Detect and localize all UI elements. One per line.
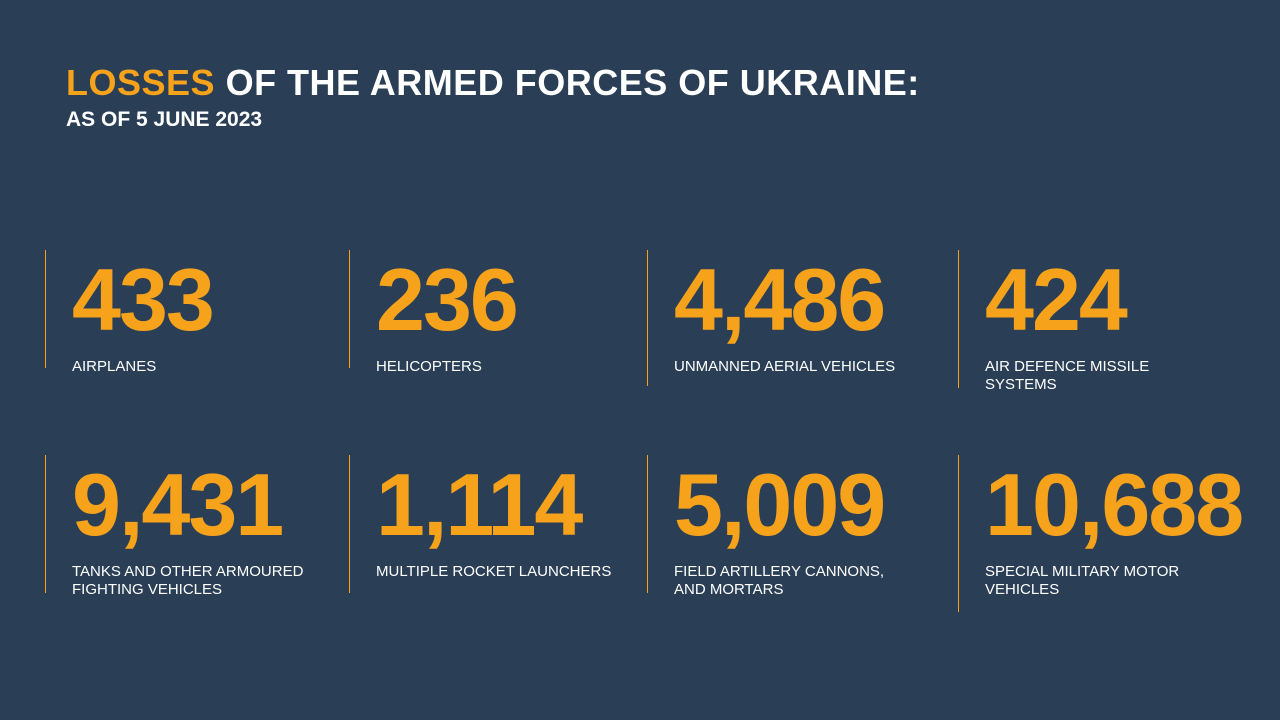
title-highlight: LOSSES: [66, 62, 216, 103]
stat-label: UNMANNED AERIAL VEHICLES: [674, 358, 895, 376]
stat-number: 4,486: [674, 250, 886, 349]
stat-label: TANKS AND OTHER ARMOURED FIGHTING VEHICLE…: [72, 563, 303, 599]
stat-label: MULTIPLE ROCKET LAUNCHERS: [376, 563, 611, 581]
stat-label-line: UNMANNED AERIAL VEHICLES: [674, 358, 896, 375]
stat-cell: 236 HELICOPTERS: [349, 250, 519, 375]
stat-label-line: SYSTEMS: [985, 376, 1057, 393]
stat-number: 10,688: [985, 455, 1244, 554]
stat-label-line: VEHICLES: [985, 581, 1060, 598]
stat-cell: 9,431 TANKS AND OTHER ARMOURED FIGHTING VE…: [45, 455, 303, 598]
stat-label: FIELD ARTILLERY CANNONS, AND MORTARS: [674, 563, 884, 599]
stat-number: 9,431: [72, 455, 284, 554]
stat-label-line: AIR DEFENCE MISSILE: [985, 358, 1150, 375]
stat-number: 236: [376, 250, 519, 349]
stat-label-line: FIELD ARTILLERY CANNONS,: [674, 563, 885, 580]
stat-cell: 433 AIRPLANES: [45, 250, 215, 375]
stat-number: 433: [72, 250, 215, 349]
stat-label-line: AIRPLANES: [72, 358, 157, 375]
title-text: OF THE ARMED FORCES OF UKRAINE:: [225, 62, 920, 103]
stat-cell: 1,114 MULTIPLE ROCKET LAUNCHERS: [349, 455, 611, 593]
stat-label: AIRPLANES: [72, 358, 213, 376]
stat-label-line: HELICOPTERS: [376, 358, 482, 375]
stat-label-line: TANKS AND OTHER ARMOURED: [72, 563, 304, 580]
stat-label-line: FIGHTING VEHICLES: [72, 581, 223, 598]
stat-number: 5,009: [674, 455, 886, 554]
stat-label-line: MULTIPLE ROCKET LAUNCHERS: [376, 563, 612, 580]
stat-cell: 4,486 UNMANNED AERIAL VEHICLES: [647, 250, 895, 386]
title: LOSSES OF THE ARMED FORCES OF UKRAINE:: [66, 62, 920, 104]
stat-cell: 5,009 FIELD ARTILLERY CANNONS, AND MORTARS: [647, 455, 886, 598]
stat-label: SPECIAL MILITARY MOTOR VEHICLES: [985, 563, 1242, 599]
stat-cell: 424 AIR DEFENCE MISSILE SYSTEMS: [958, 250, 1149, 393]
stat-cell: 10,688 SPECIAL MILITARY MOTOR VEHICLES: [958, 455, 1244, 612]
stat-label: AIR DEFENCE MISSILE SYSTEMS: [985, 358, 1149, 394]
stat-label-line: SPECIAL MILITARY MOTOR: [985, 563, 1180, 580]
stat-number: 424: [985, 250, 1128, 349]
stat-label: HELICOPTERS: [376, 358, 517, 376]
stat-label-line: AND MORTARS: [674, 581, 784, 598]
subtitle: AS OF 5 JUNE 2023: [66, 108, 263, 131]
stat-number: 1,114: [376, 455, 583, 554]
